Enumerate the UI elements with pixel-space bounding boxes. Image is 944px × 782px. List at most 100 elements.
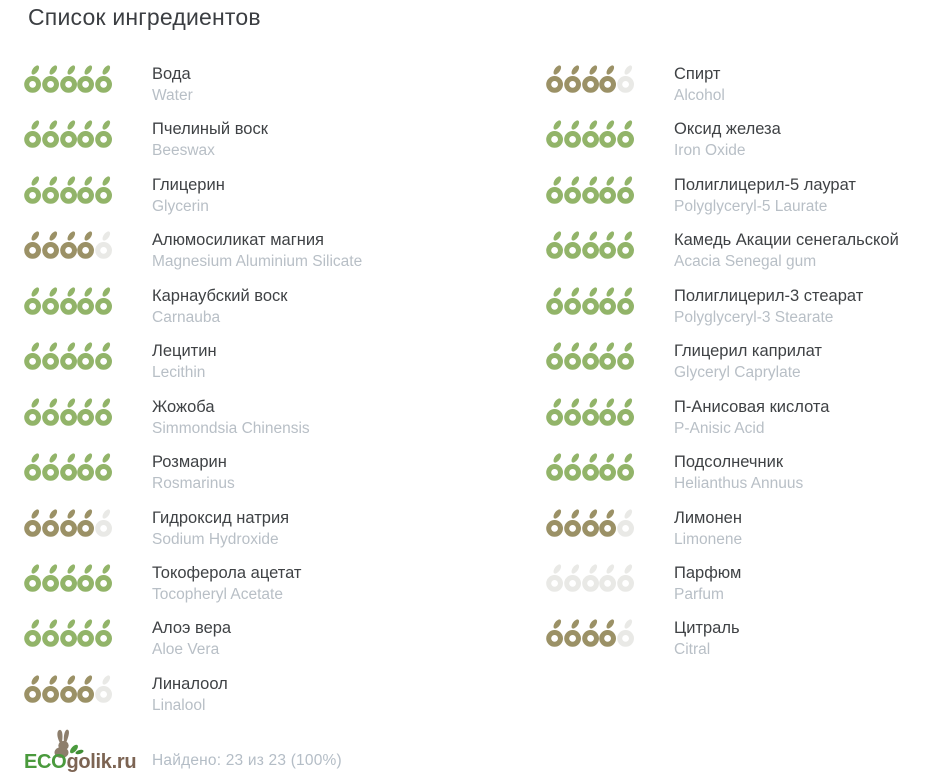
ingredient-names: Спирт Alcohol: [674, 62, 725, 106]
apple-icon: [617, 342, 635, 370]
apple-icon: [24, 120, 41, 149]
apple-icon: [581, 619, 599, 648]
apple-icon: [599, 398, 617, 426]
apple-icon: [95, 619, 113, 648]
ingredient-name-en: Lecithin: [152, 364, 206, 382]
ingredient-name-ru[interactable]: Гидроксид натрия: [152, 508, 290, 527]
apple-icon: [546, 120, 563, 149]
ingredient-name-ru[interactable]: Глицерин: [152, 175, 225, 194]
ingredient-name-ru[interactable]: Алоэ вера: [152, 619, 232, 638]
ingredient-name-en: Simmondsia Chinensis: [152, 419, 310, 437]
apple-icon: [41, 120, 59, 149]
ingredient-row: Глицерин Glycerin: [24, 173, 524, 228]
apple-icon: [59, 120, 77, 149]
ingredient-names: П-Анисовая кислота P-Anisic Acid: [674, 395, 829, 439]
apple-icon: [599, 176, 617, 204]
ingredient-name-ru[interactable]: Алюмосиликат магния: [152, 231, 324, 250]
ingredient-name-ru[interactable]: Парфюм: [674, 563, 742, 582]
ingredient-names: Лимонен Limonene: [674, 506, 742, 550]
ingredient-name-en: Glycerin: [152, 197, 209, 215]
ingredient-name-ru[interactable]: Цитраль: [674, 619, 740, 638]
apple-icon: [546, 342, 563, 370]
ingredient-name-ru[interactable]: Токоферола ацетат: [152, 563, 302, 582]
ingredient-names: Оксид железа Iron Oxide: [674, 117, 781, 161]
rating-apples: [24, 339, 152, 370]
ingredient-name-ru[interactable]: Карнаубский воск: [152, 286, 288, 305]
ingredient-row: Полиглицерил-3 стеарат Polyglyceryl-3 St…: [546, 284, 944, 339]
apple-icon: [563, 287, 581, 315]
apple-icon: [95, 508, 113, 537]
ingredient-name-ru[interactable]: Подсолнечник: [674, 453, 784, 472]
apple-icon: [617, 65, 635, 93]
apple-icon: [77, 342, 95, 370]
ingredient-row: Пчелиный воск Beeswax: [24, 117, 524, 172]
apple-icon: [546, 564, 563, 592]
apple-icon: [599, 619, 617, 648]
ingredient-row: Алюмосиликат магния Magnesium Aluminium …: [24, 228, 524, 283]
ingredient-names: Карнаубский воск Carnauba: [152, 284, 287, 328]
logo-text-eco: ECO: [24, 751, 67, 773]
apple-icon: [95, 398, 113, 426]
ingredient-name-en: Alcohol: [674, 87, 725, 104]
ingredient-row: Парфюм Parfum: [546, 561, 944, 616]
ingredient-name-en: Sodium Hydroxide: [152, 530, 279, 548]
ingredient-row: Карнаубский воск Carnauba: [24, 284, 524, 339]
apple-icon: [563, 508, 581, 537]
ingredient-names: Лецитин Lecithin: [152, 339, 217, 383]
rating-apples: [546, 117, 674, 149]
ingredient-name-ru[interactable]: Розмарин: [152, 453, 227, 472]
apple-icon: [581, 398, 599, 426]
apple-icon: [77, 231, 95, 260]
rating-apples: [24, 561, 152, 592]
ingredient-names: Розмарин Rosmarinus: [152, 450, 235, 494]
apple-icon: [24, 619, 41, 648]
ingredient-name-ru[interactable]: Линалоол: [152, 674, 228, 693]
apple-icon: [599, 65, 617, 93]
apple-icon: [77, 120, 95, 149]
apple-icon: [617, 564, 635, 592]
apple-icon: [581, 176, 599, 204]
apple-icon: [581, 564, 599, 592]
page-title: Список ингредиентов: [28, 4, 261, 30]
apple-icon: [59, 231, 77, 260]
ingredient-names: Цитраль Citral: [674, 616, 740, 660]
ingredient-name-ru[interactable]: Спирт: [674, 65, 721, 83]
apple-icon: [24, 176, 41, 204]
apple-icon: [599, 231, 617, 260]
apple-icon: [617, 120, 635, 149]
ingredient-name-ru[interactable]: Камедь Акации сенегальской: [674, 231, 899, 250]
rating-apples: [24, 284, 152, 315]
ingredient-name-ru[interactable]: Полиглицерил-3 стеарат: [674, 286, 864, 305]
apple-icon: [59, 675, 77, 703]
ingredient-name-ru[interactable]: Пчелиный воск: [152, 120, 268, 139]
ingredient-row: Камедь Акации сенегальской Acacia Senega…: [546, 228, 944, 283]
apple-icon: [77, 619, 95, 648]
apple-icon: [59, 65, 77, 93]
apple-icon: [581, 65, 599, 93]
apple-icon: [546, 453, 563, 481]
ingredient-name-ru[interactable]: Лецитин: [152, 342, 217, 361]
ingredient-name-ru[interactable]: П-Анисовая кислота: [674, 397, 830, 416]
apple-icon: [546, 619, 563, 648]
ingredient-name-en: Linalool: [152, 696, 206, 714]
ingredient-name-en: Aloe Vera: [152, 641, 220, 659]
ingredient-name-en: Polyglyceryl-5 Laurate: [674, 197, 828, 215]
ingredient-name-ru[interactable]: Глицерил каприлат: [674, 342, 822, 361]
ingredient-name-ru[interactable]: Лимонен: [674, 508, 742, 527]
rating-apples: [546, 395, 674, 426]
apple-icon: [41, 619, 59, 648]
ingredients-column-left: Вода Water Пчелиный воск Beeswax Глицери…: [24, 62, 524, 727]
ingredient-name-ru[interactable]: Жожоба: [152, 397, 215, 416]
ingredient-row: Подсолнечник Helianthus Annuus: [546, 450, 944, 505]
ingredient-name-ru[interactable]: Полиглицерил-5 лаурат: [674, 175, 856, 194]
ingredient-name-ru[interactable]: Вода: [152, 65, 191, 83]
apple-icon: [581, 231, 599, 260]
apple-icon: [24, 675, 41, 703]
apple-icon: [95, 120, 113, 149]
ingredient-row: Полиглицерил-5 лаурат Polyglyceryl-5 Lau…: [546, 173, 944, 228]
ingredient-name-ru[interactable]: Оксид железа: [674, 120, 781, 139]
ingredient-row: Цитраль Citral: [546, 616, 944, 671]
ecogolik-logo[interactable]: ECOgolik.ru: [24, 728, 144, 778]
apple-icon: [581, 287, 599, 315]
ingredient-name-en: Magnesium Aluminium Silicate: [152, 253, 363, 271]
